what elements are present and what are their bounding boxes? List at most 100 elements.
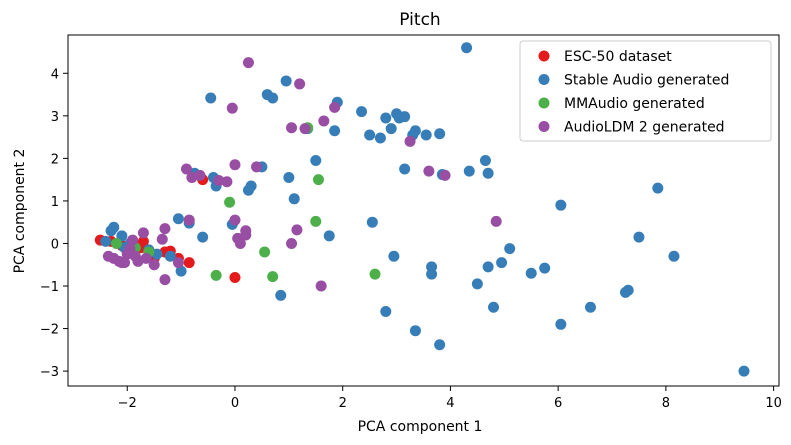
- scatter-point: [633, 231, 645, 243]
- scatter-point: [175, 265, 187, 277]
- scatter-point: [652, 182, 664, 194]
- legend-marker: [538, 74, 550, 85]
- scatter-point: [286, 122, 298, 134]
- scatter-point: [172, 213, 184, 225]
- scatter-point: [310, 155, 322, 167]
- scatter-point: [116, 257, 128, 269]
- scatter-point: [399, 163, 411, 175]
- legend-label: AudioLDM 2 generated: [564, 120, 725, 136]
- scatter-point: [108, 221, 120, 233]
- scatter-point: [482, 167, 494, 179]
- legend: ESC-50 dataset Stable Audio generated MMAu…: [519, 40, 772, 142]
- x-tick-label: 0: [231, 396, 239, 411]
- scatter-point: [555, 318, 567, 330]
- scatter-point: [291, 224, 303, 236]
- scatter-point: [205, 92, 217, 104]
- scatter-point: [288, 193, 300, 205]
- scatter-point: [490, 215, 502, 227]
- scatter-point: [110, 237, 122, 249]
- scatter-point: [210, 269, 222, 281]
- scatter-point: [504, 243, 516, 255]
- scatter-point: [539, 262, 551, 274]
- scatter-point: [329, 101, 341, 113]
- scatter-point: [420, 129, 432, 141]
- scatter-point: [482, 261, 494, 273]
- legend-marker: [538, 121, 550, 132]
- x-tick-label: 10: [765, 396, 782, 411]
- scatter-point: [267, 271, 279, 283]
- scatter-point: [280, 75, 292, 87]
- scatter-point: [124, 243, 136, 255]
- scatter-point: [388, 250, 400, 262]
- scatter-point: [488, 301, 500, 313]
- scatter-point: [329, 125, 341, 137]
- scatter-point: [584, 301, 596, 313]
- y-tick-label: 3: [51, 110, 59, 125]
- scatter-point: [318, 115, 330, 127]
- scatter-point: [409, 125, 421, 137]
- scatter-point: [100, 235, 112, 247]
- scatter-point: [259, 246, 271, 258]
- y-tick-label: −1: [40, 280, 59, 295]
- x-axis: −2 0 2 4 6 8 10: [118, 386, 782, 411]
- scatter-point: [471, 278, 483, 290]
- x-tick-label: 2: [339, 396, 347, 411]
- scatter-point: [229, 214, 241, 226]
- x-tick-label: 4: [446, 396, 454, 411]
- scatter-point: [159, 274, 171, 286]
- scatter-point: [240, 225, 252, 237]
- legend-box: [519, 40, 772, 142]
- y-tick-label: 2: [51, 152, 59, 167]
- y-tick-label: −2: [40, 323, 59, 338]
- scatter-point: [369, 268, 381, 280]
- scatter-point: [275, 289, 287, 301]
- scatter-point: [127, 234, 139, 246]
- scatter-point: [251, 161, 263, 173]
- scatter-point: [434, 128, 446, 140]
- scatter-point: [181, 163, 192, 175]
- scatter-point: [399, 111, 411, 123]
- scatter-point: [242, 57, 254, 69]
- scatter-point: [224, 196, 236, 208]
- x-axis-label: PCA component 1: [358, 419, 483, 435]
- y-tick-label: 0: [51, 237, 59, 252]
- scatter-point: [294, 78, 306, 90]
- scatter-point: [426, 268, 438, 280]
- y-tick-label: 1: [51, 195, 59, 210]
- y-axis: −3 −2 −1 0 1 2 3 4: [40, 67, 68, 380]
- scatter-point: [234, 237, 246, 249]
- scatter-point: [267, 92, 279, 104]
- scatter-point: [159, 223, 171, 235]
- scatter-point: [156, 233, 168, 245]
- plot-frame: [67, 34, 780, 387]
- scatter-point: [229, 159, 241, 171]
- scatter-point: [374, 132, 386, 144]
- scatter-point: [315, 280, 327, 292]
- scatter-point: [283, 172, 295, 184]
- scatter-point: [183, 257, 195, 269]
- scatter-point: [668, 250, 680, 262]
- scatter-point: [299, 123, 311, 135]
- x-tick-label: −2: [118, 396, 137, 411]
- x-tick-label: 8: [662, 396, 670, 411]
- scatter-point: [310, 215, 322, 227]
- y-axis-label: PCA component 2: [12, 149, 28, 274]
- scatter-point: [213, 175, 225, 187]
- scatter-point: [356, 106, 368, 118]
- scatter-point: [286, 237, 298, 249]
- scatter-point: [479, 155, 491, 167]
- legend-marker: [538, 97, 550, 109]
- scatter-point: [423, 165, 435, 177]
- scatter-point: [164, 250, 176, 262]
- scatter-point: [245, 180, 257, 192]
- scatter-point: [385, 123, 397, 135]
- scatter-point: [439, 169, 451, 181]
- scatter-point: [221, 176, 233, 188]
- scatter-point: [229, 272, 241, 284]
- scatter-point: [312, 174, 324, 186]
- legend-label: MMAudio generated: [564, 96, 705, 112]
- legend-marker: [538, 50, 550, 62]
- scatter-point: [366, 216, 378, 228]
- legend-label: Stable Audio generated: [564, 73, 729, 89]
